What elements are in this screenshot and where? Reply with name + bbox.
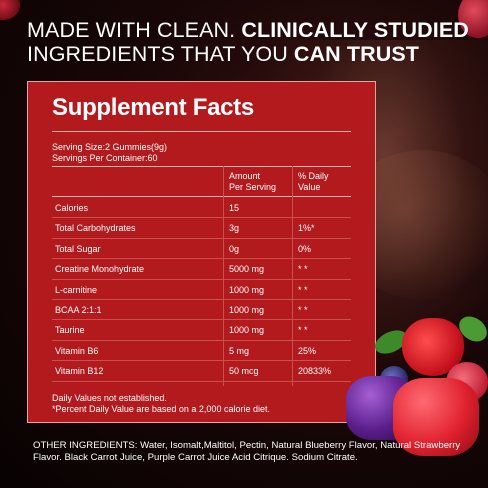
raspberry-corner-left-image xyxy=(0,0,20,20)
table-row: Vitamin B6 5 mg 25% xyxy=(52,341,351,362)
footnote-daily-values: Daily Values not established. xyxy=(52,393,167,403)
table-row: L-carnitine 1000 mg * * xyxy=(52,280,351,300)
footnotes: Daily Values not established. *Percent D… xyxy=(52,393,270,415)
amount-column-header: Amount Per Serving xyxy=(229,171,277,192)
table-row: Taurine 1000 mg * * xyxy=(52,320,351,341)
header-divider xyxy=(52,196,351,197)
table-row: Calories 15 xyxy=(52,198,351,219)
table-row: Total Carbohydrates 3g 1%* xyxy=(52,218,351,239)
servings-per-container: Servings Per Container:60 xyxy=(52,153,158,163)
column-divider-dv xyxy=(292,166,293,386)
title-divider xyxy=(52,131,351,132)
table-row: Creatine Monohydrate 5000 mg * * xyxy=(52,259,351,280)
headline-line-2: INGREDIENTS THAT YOU CAN TRUST xyxy=(27,42,420,66)
table-row: Vitamin B12 50 mcg 20833% xyxy=(52,361,351,382)
table-row: BCAA 2:1:1 1000 mg * * xyxy=(52,300,351,321)
headline-line-1: MADE WITH CLEAN. CLINICALLY STUDIED xyxy=(27,18,469,42)
table-row: Total Sugar 0g 0% xyxy=(52,239,351,260)
red-gummy-image xyxy=(393,378,479,456)
serving-divider xyxy=(52,166,351,167)
footnote-percent-daily: *Percent Daily Value are based on a 2,00… xyxy=(52,404,270,414)
supplement-facts-panel: Supplement Facts Serving Size:2 Gummies(… xyxy=(27,81,376,423)
other-ingredients: OTHER INGREDIENTS: Water, Isomalt,Maltit… xyxy=(33,440,461,463)
serving-info: Serving Size:2 Gummies(9g) Servings Per … xyxy=(52,142,167,164)
supplement-facts-title: Supplement Facts xyxy=(52,94,254,121)
serving-size: Serving Size:2 Gummies(9g) xyxy=(52,142,168,152)
daily-value-column-header: % Daily Value xyxy=(298,171,329,192)
column-divider-amount xyxy=(223,166,224,386)
headline: MADE WITH CLEAN. CLINICALLY STUDIED INGR… xyxy=(27,18,477,66)
